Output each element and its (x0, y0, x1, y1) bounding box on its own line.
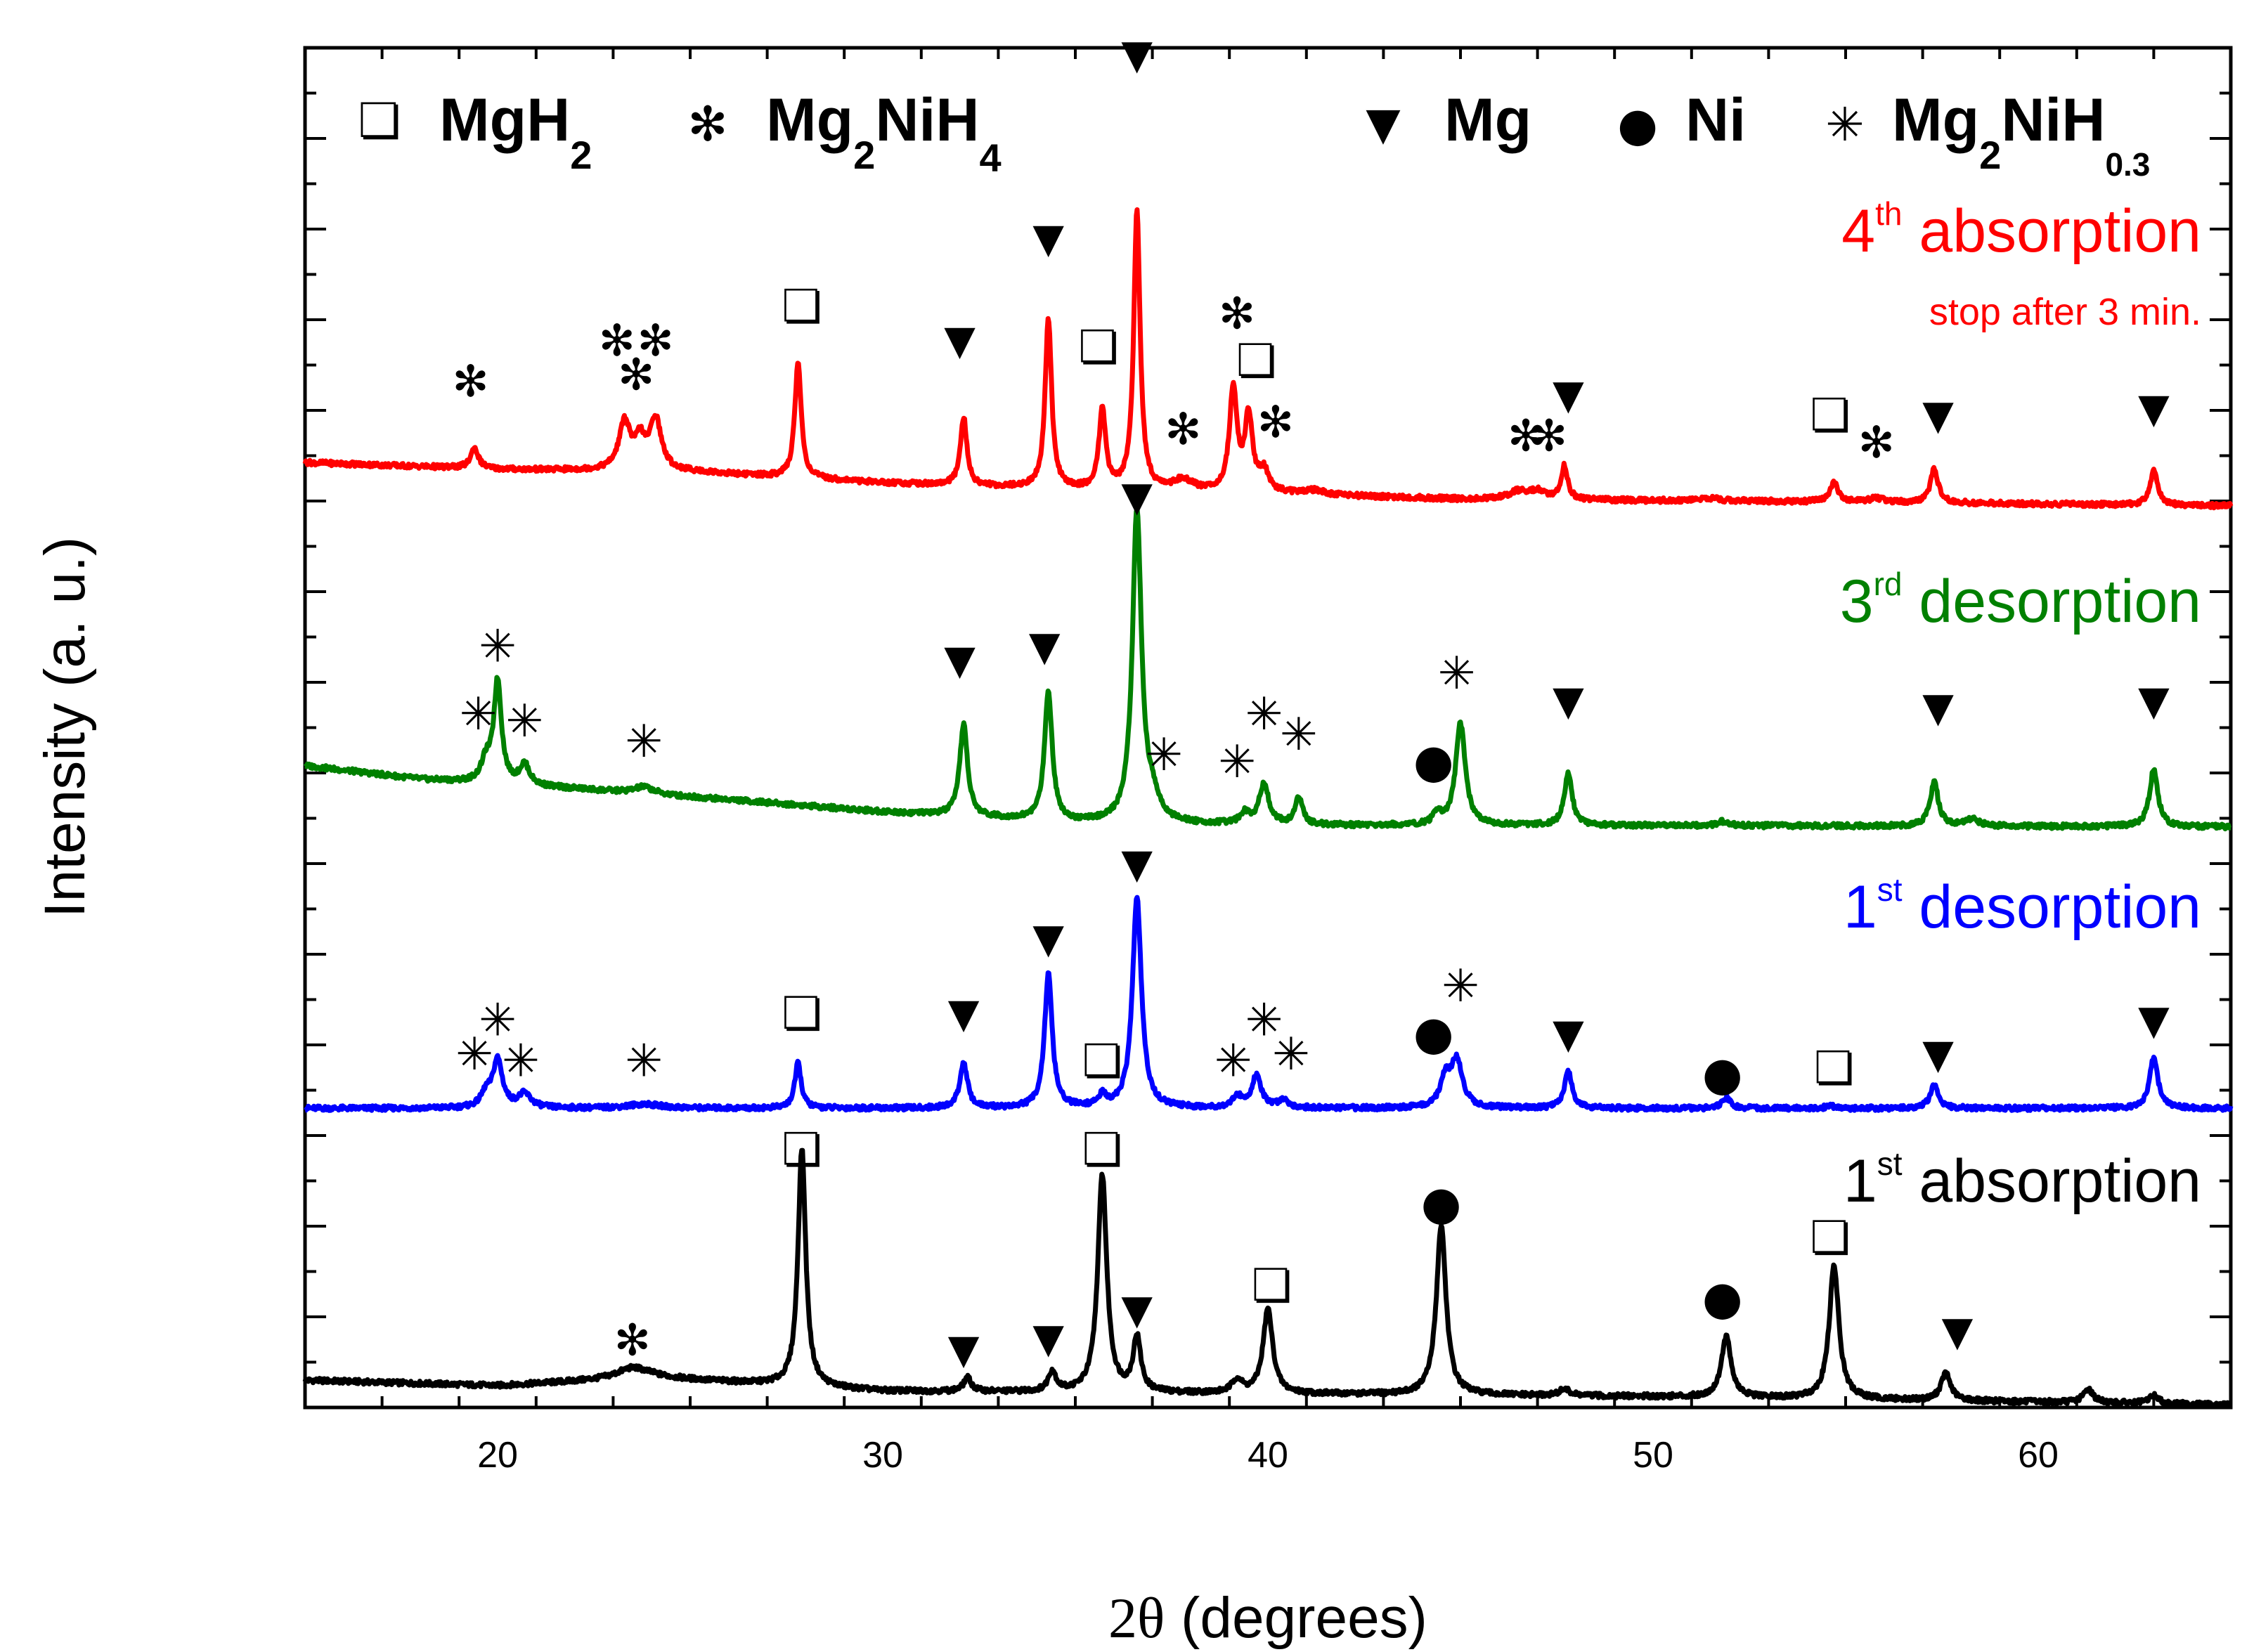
label-4th-absorption: 4th absorption (1841, 195, 2201, 265)
legend-ni-label: Ni (1685, 86, 1746, 154)
peak-marker-square-icon: ❏ (782, 1124, 822, 1176)
peak-marker-star-bold-icon: ✻ (453, 356, 489, 407)
peak-marker-star-thin-icon: ✳ (1280, 709, 1318, 761)
peak-marker-star-bold-icon: ✻ (599, 315, 635, 366)
legend-mg2nih4-label: Mg2NiH4 (766, 86, 1002, 180)
peak-marker-triangle-icon: ▼ (1032, 914, 1064, 962)
x-tick-label: 50 (1633, 1435, 1673, 1476)
peak-marker-star-thin-icon: ✳ (479, 620, 517, 672)
peak-marker-triangle-icon: ▼ (1922, 683, 1954, 731)
x-axis-title: 2θ (degrees) (1108, 1586, 1427, 1650)
peak-marker-square-icon: ❏ (1810, 389, 1850, 441)
trace-labels: 4th absorption stop after 3 min. 3rd des… (1840, 195, 2201, 1215)
peak-marker-star-thin-icon: ✳ (1145, 729, 1183, 781)
peak-marker-triangle-icon: ▼ (944, 316, 976, 364)
peak-marker-star-thin-icon: ✳ (1218, 736, 1256, 788)
peak-marker-triangle-icon: ▼ (1553, 370, 1584, 418)
peak-marker-star-bold-icon: ✻ (1219, 287, 1255, 339)
peak-marker-star-thin-icon: ✳ (460, 689, 498, 741)
trace-1st-absorption (302, 1147, 2233, 1410)
y-axis-title: Intensity (a. u.) (33, 537, 97, 918)
legend-mg2nih03-label: Mg2NiH0.3 (1892, 86, 2150, 183)
peak-marker-star-thin-icon: ✳ (1442, 961, 1479, 1013)
peak-marker-triangle-icon: ▼ (1922, 391, 1954, 438)
peak-marker-square-icon: ❏ (1810, 1212, 1850, 1264)
peak-marker-square-icon: ❏ (1082, 1036, 1122, 1088)
peak-marker-triangle-icon: ▼ (2138, 996, 2170, 1044)
peak-marker-triangle-icon: ▼ (2138, 384, 2170, 432)
label-3rd-desorption: 3rd desorption (1840, 566, 2201, 635)
legend: ❏ MgH2 ✻ Mg2NiH4 ▼ Mg ● Ni ✳ Mg2NiH0.3 (358, 86, 2151, 183)
peak-marker-triangle-icon: ▼ (1029, 622, 1061, 670)
peak-marker-triangle-icon: ▼ (1121, 1286, 1153, 1334)
legend-mg2nih4-symbol-icon: ✻ (688, 97, 728, 152)
xrd-traces (302, 207, 2234, 1410)
x-tick-label: 20 (477, 1435, 518, 1476)
x-tick-label: 40 (1248, 1435, 1288, 1476)
peak-marker-star-bold-icon: ✻ (614, 1314, 651, 1365)
peak-markers: ❏ ❏✻ ▼ ▼▼ ❏●●❏▼✳✳ ✳ ✳❏ ▼▼❏▼✳✳✳ ●✳▼● ❏ ▼▼✳✳ ✳ ✳▼ ▼▼✳ ✳✳… (453, 31, 2170, 1373)
peak-marker-triangle-icon: ▼ (948, 989, 980, 1037)
peak-marker-triangle-icon: ▼ (944, 636, 976, 684)
legend-mgh2-label: MgH2 (439, 86, 592, 177)
peak-marker-square-icon: ❏ (1252, 1260, 1292, 1312)
peak-marker-triangle-icon: ▼ (1942, 1308, 1974, 1355)
peak-marker-star-bold-icon: ✻ (637, 315, 674, 366)
peak-marker-star-bold-icon: ✻ (1165, 403, 1201, 455)
x-tick-label: 30 (862, 1435, 903, 1476)
legend-ni-symbol-icon: ● (1617, 98, 1658, 152)
legend-mg-label: Mg (1444, 86, 1531, 154)
peak-marker-star-thin-icon: ✳ (1272, 1029, 1310, 1081)
peak-marker-circle-icon: ● (1413, 734, 1454, 788)
axis-ticks (304, 48, 2232, 1407)
peak-marker-star-thin-icon: ✳ (1214, 1036, 1252, 1088)
peak-marker-triangle-icon: ▼ (1553, 677, 1584, 724)
trace-3rd-desorption (303, 506, 2233, 832)
trace-1st-desorption (303, 895, 2234, 1113)
peak-marker-star-thin-icon: ✳ (506, 696, 544, 748)
trace-4th-absorption (302, 207, 2234, 511)
peak-marker-star-bold-icon: ✻ (1257, 396, 1294, 448)
peak-marker-star-thin-icon: ✳ (625, 1036, 663, 1088)
peak-marker-triangle-icon: ▼ (1032, 214, 1064, 262)
label-1st-desorption: 1st desorption (1844, 871, 2201, 941)
peak-marker-star-thin-icon: ✳ (455, 1029, 493, 1081)
peak-marker-star-bold-icon: ✻ (1858, 417, 1895, 468)
peak-marker-star-bold-icon: ✻ (618, 349, 654, 400)
legend-mg-symbol-icon: ▼ (1366, 98, 1401, 150)
legend-mg2nih03-symbol-icon: ✳ (1825, 98, 1864, 152)
legend-mgh2-symbol-icon: ❏ (358, 93, 401, 149)
peak-marker-star-thin-icon: ✳ (625, 716, 663, 768)
peak-marker-triangle-icon: ▼ (1553, 1010, 1584, 1058)
x-tick-label: 60 (2018, 1435, 2059, 1476)
label-4th-absorption-note: stop after 3 min. (1929, 291, 2201, 333)
peak-marker-star-thin-icon: ✳ (502, 1036, 540, 1088)
peak-marker-star-thin-icon: ✳ (479, 995, 517, 1047)
x-tick-labels: 20 30 40 50 60 (477, 1435, 2059, 1476)
peak-marker-circle-icon: ● (1413, 1006, 1454, 1060)
peak-marker-star-bold-icon: ✻ (1508, 410, 1544, 461)
peak-marker-triangle-icon: ▼ (1922, 1030, 1954, 1078)
peak-marker-star-thin-icon: ✳ (1438, 648, 1476, 700)
peak-marker-triangle-icon: ▼ (1121, 31, 1153, 79)
peak-marker-triangle-icon: ▼ (1121, 473, 1153, 521)
peak-marker-square-icon: ❏ (1082, 1124, 1122, 1176)
peak-marker-square-icon: ❏ (1236, 335, 1276, 387)
peak-marker-circle-icon: ● (1702, 1271, 1743, 1325)
peak-marker-triangle-icon: ▼ (1121, 840, 1153, 887)
peak-marker-triangle-icon: ▼ (1032, 1314, 1064, 1362)
peak-marker-triangle-icon: ▼ (2138, 677, 2170, 724)
peak-marker-star-thin-icon: ✳ (1245, 689, 1283, 741)
peak-marker-star-thin-icon: ✳ (1245, 995, 1283, 1047)
peak-marker-star-bold-icon: ✻ (1531, 410, 1567, 461)
peak-marker-circle-icon: ● (1421, 1176, 1462, 1230)
peak-marker-triangle-icon: ▼ (948, 1325, 980, 1373)
peak-marker-square-icon: ❏ (1814, 1042, 1854, 1094)
peak-marker-square-icon: ❏ (1078, 322, 1118, 374)
peak-marker-circle-icon: ● (1702, 1047, 1743, 1101)
label-1st-absorption: 1st absorption (1844, 1145, 2201, 1215)
peak-marker-square-icon: ❏ (782, 988, 822, 1040)
peak-marker-square-icon: ❏ (782, 281, 822, 333)
